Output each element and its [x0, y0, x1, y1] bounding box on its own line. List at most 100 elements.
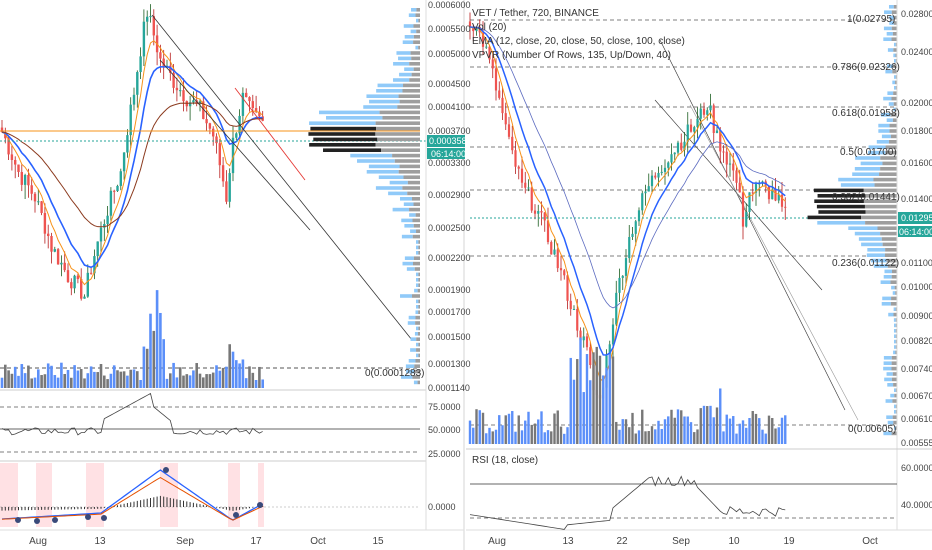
candle-body	[582, 336, 585, 341]
candle-body	[218, 143, 221, 166]
volume-bar	[634, 433, 637, 444]
volume-profile-bar	[404, 256, 414, 260]
candle-body	[488, 46, 491, 60]
volume-bar	[579, 337, 582, 444]
candle-body	[103, 224, 106, 228]
right-y-axis[interactable]: 0.02800 0.02400 0.02000 0.01800 0.01600 0.014…	[901, 9, 932, 510]
volume-bar	[182, 375, 185, 388]
candle-body	[576, 309, 579, 331]
volume-profile-bar	[885, 69, 893, 74]
volume-profile-bar	[895, 318, 897, 322]
cross-marker	[34, 518, 40, 524]
candle-body	[225, 181, 228, 202]
volume-bar	[680, 410, 683, 444]
volume-profile-bar	[817, 221, 866, 225]
volume-profile-bar	[415, 213, 420, 217]
volume-bar	[647, 431, 650, 444]
volume-profile-bar	[412, 375, 420, 379]
volume-profile-bar	[884, 377, 892, 382]
volume-profile-bar	[416, 326, 419, 331]
volume-profile-bar	[413, 35, 420, 39]
signal-line-orange	[1, 476, 263, 521]
volume-profile-bar	[892, 291, 896, 295]
candle-body	[80, 279, 83, 299]
volume-bar	[761, 429, 764, 444]
volume-bar	[0, 377, 4, 388]
candle-body	[96, 241, 99, 257]
candle-body	[524, 182, 527, 188]
volume-profile-bar	[418, 305, 420, 309]
indicator-ema[interactable]: EMA (12, close, 20, close, 50, close, 10…	[472, 36, 685, 47]
volume-bar	[494, 429, 498, 444]
y-tick-label: 0.0001140	[428, 383, 470, 393]
cross-marker	[163, 467, 169, 473]
candle-body	[504, 113, 507, 125]
volume-bar	[621, 419, 624, 444]
left-chart-panel[interactable]	[0, 0, 464, 531]
y-tick-label: 0.01600	[901, 158, 932, 168]
candle-body	[162, 58, 165, 68]
oscillator-line	[1, 392, 263, 436]
indicator-vpvr[interactable]: VPVR (Number Of Rows, 135, Up/Down, 40)	[472, 50, 671, 61]
candle-body	[533, 210, 537, 214]
volume-bar	[598, 355, 602, 444]
candle-body	[205, 119, 208, 124]
volume-bar	[676, 409, 680, 444]
volume-bar	[507, 413, 511, 444]
volume-profile-bar	[417, 332, 420, 336]
candle-body	[248, 97, 251, 102]
volume-bar	[145, 348, 149, 388]
volume-bar	[524, 420, 527, 444]
ema-blue-line	[1, 65, 263, 269]
volume-profile-bar	[416, 18, 419, 23]
volume-profile-bar	[401, 375, 413, 379]
volume-bar	[637, 430, 641, 444]
y-tick-label: 0.01000	[901, 282, 932, 292]
candle-body	[235, 133, 238, 138]
volume-bar	[533, 423, 537, 444]
volume-bar	[218, 370, 222, 388]
volume-bar	[66, 369, 70, 388]
indicator-vol[interactable]: Vol (20)	[472, 22, 506, 33]
volume-profile-bar	[891, 37, 897, 41]
volume-profile-bar	[894, 285, 897, 290]
volume-bar	[261, 379, 264, 388]
volume-profile-bar	[310, 126, 377, 131]
volume-profile-bar	[309, 143, 376, 147]
left-x-axis[interactable]: Aug 13 Sep 17 Oct 15	[29, 536, 384, 547]
volume-profile-bar	[895, 86, 897, 90]
volume-bar	[83, 378, 86, 388]
ema-20-line	[469, 26, 786, 356]
volume-bar	[498, 415, 501, 444]
volume-bar	[527, 411, 530, 444]
candle-body	[621, 275, 624, 278]
candle-body	[14, 159, 17, 165]
fib-label-1: 1(0.02795)	[847, 14, 895, 25]
volume-profile-bar	[891, 431, 897, 436]
volume-bar	[693, 432, 696, 444]
ema-slow-line	[1, 102, 263, 228]
right-chart-panel[interactable]	[466, 0, 932, 531]
y-tick-label: 0.0004500	[428, 79, 471, 89]
left-y-axis[interactable]: 0.0006000 0.0005500 0.0005000 0.0004500 0.00…	[428, 0, 471, 512]
candle-body	[615, 292, 618, 325]
volume-bar	[96, 372, 99, 388]
y-tick-label: 0.0001500	[428, 332, 471, 342]
x-tick-label: Aug	[29, 536, 47, 547]
candle-body	[119, 171, 122, 186]
volume-profile-bar	[404, 35, 414, 39]
right-x-axis[interactable]: Aug 13 22 Sep 10 19 Oct	[488, 536, 878, 547]
volume-profile-bar	[416, 240, 419, 244]
volume-profile-bar	[402, 186, 420, 190]
candle-body	[657, 172, 660, 178]
volume-profile-bar	[889, 123, 897, 128]
candle-body	[618, 277, 621, 293]
volume-profile-bar	[409, 62, 420, 66]
candle-body	[676, 142, 680, 153]
x-tick-label: Oct	[310, 536, 326, 547]
volume-profile-bar	[894, 86, 896, 90]
cross-marker	[233, 512, 239, 518]
volume-bar	[667, 416, 670, 444]
volume-bar	[139, 379, 142, 388]
volume-profile-bar	[891, 26, 897, 31]
